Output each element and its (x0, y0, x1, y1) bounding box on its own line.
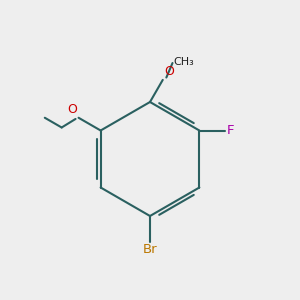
Text: O: O (68, 103, 77, 116)
Text: Br: Br (143, 243, 157, 256)
Text: O: O (164, 65, 174, 78)
Text: F: F (227, 124, 234, 137)
Text: CH₃: CH₃ (173, 57, 194, 68)
